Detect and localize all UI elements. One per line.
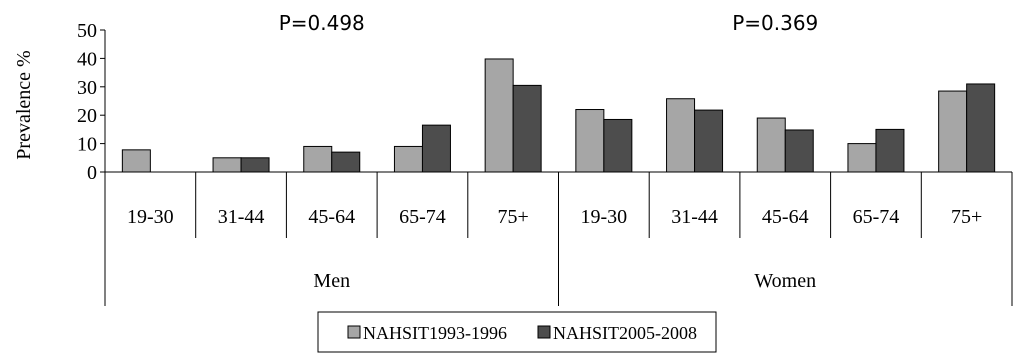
- bar-series1: [756, 117, 786, 173]
- bar-series2: [240, 157, 270, 173]
- bar-series2: [421, 124, 451, 173]
- bar-series2: [694, 109, 724, 173]
- y-tick-label: 10: [77, 134, 97, 156]
- bar-series1: [121, 149, 151, 173]
- y-axis: 0 10 20 30 40 50: [77, 20, 106, 184]
- bar-series2: [784, 129, 814, 173]
- legend-box: [317, 311, 717, 353]
- legend-label: NAHSIT1993-1996: [363, 323, 507, 343]
- category-label: 31-44: [218, 206, 265, 228]
- bar-series2: [331, 151, 361, 173]
- annotations: P=0.498 P=0.369: [279, 11, 819, 35]
- y-tick-label: 0: [87, 162, 97, 184]
- category-label: 75+: [951, 206, 982, 228]
- bar-series2: [875, 128, 905, 173]
- y-tick-label: 20: [77, 105, 97, 127]
- category-label: 65-74: [399, 206, 446, 228]
- bar-series2: [512, 84, 542, 173]
- bar-series1: [484, 58, 514, 173]
- bar-series1: [575, 109, 605, 173]
- legend-label: NAHSIT2005-2008: [553, 323, 697, 343]
- category-label: 65-74: [853, 206, 900, 228]
- bar-series2: [966, 83, 996, 173]
- category-label: 19-30: [127, 206, 174, 228]
- y-tick-label: 30: [77, 77, 97, 99]
- y-tick-label: 50: [77, 20, 97, 42]
- category-label: 45-64: [308, 206, 355, 228]
- bar-series1: [212, 157, 242, 173]
- category-label: 31-44: [671, 206, 718, 228]
- bar-series1: [393, 145, 423, 173]
- legend-swatch: [537, 325, 551, 339]
- y-tick-label: 40: [77, 48, 97, 70]
- group-label: Women: [754, 270, 816, 292]
- x-axis: 19-30 31-44 45-64 65-74 75+ 19-30 31-44 45-64 65…: [104, 171, 1013, 306]
- bar-series1: [938, 90, 968, 173]
- legend: NAHSIT1993-1996 NAHSIT2005-2008: [317, 311, 717, 353]
- category-label: 19-30: [581, 206, 628, 228]
- legend-swatch: [347, 325, 361, 339]
- bar-series1: [666, 98, 696, 173]
- p-value-annotation: P=0.498: [279, 11, 365, 35]
- category-label: 45-64: [762, 206, 809, 228]
- bar-series2: [603, 118, 633, 173]
- bar-series1: [847, 143, 877, 173]
- bars: [121, 58, 996, 173]
- bar-series1: [303, 145, 333, 173]
- p-value-annotation: P=0.369: [732, 11, 818, 35]
- group-label: Men: [313, 270, 350, 292]
- category-label: 75+: [498, 206, 529, 228]
- y-axis-label: Prevalence %: [13, 50, 35, 159]
